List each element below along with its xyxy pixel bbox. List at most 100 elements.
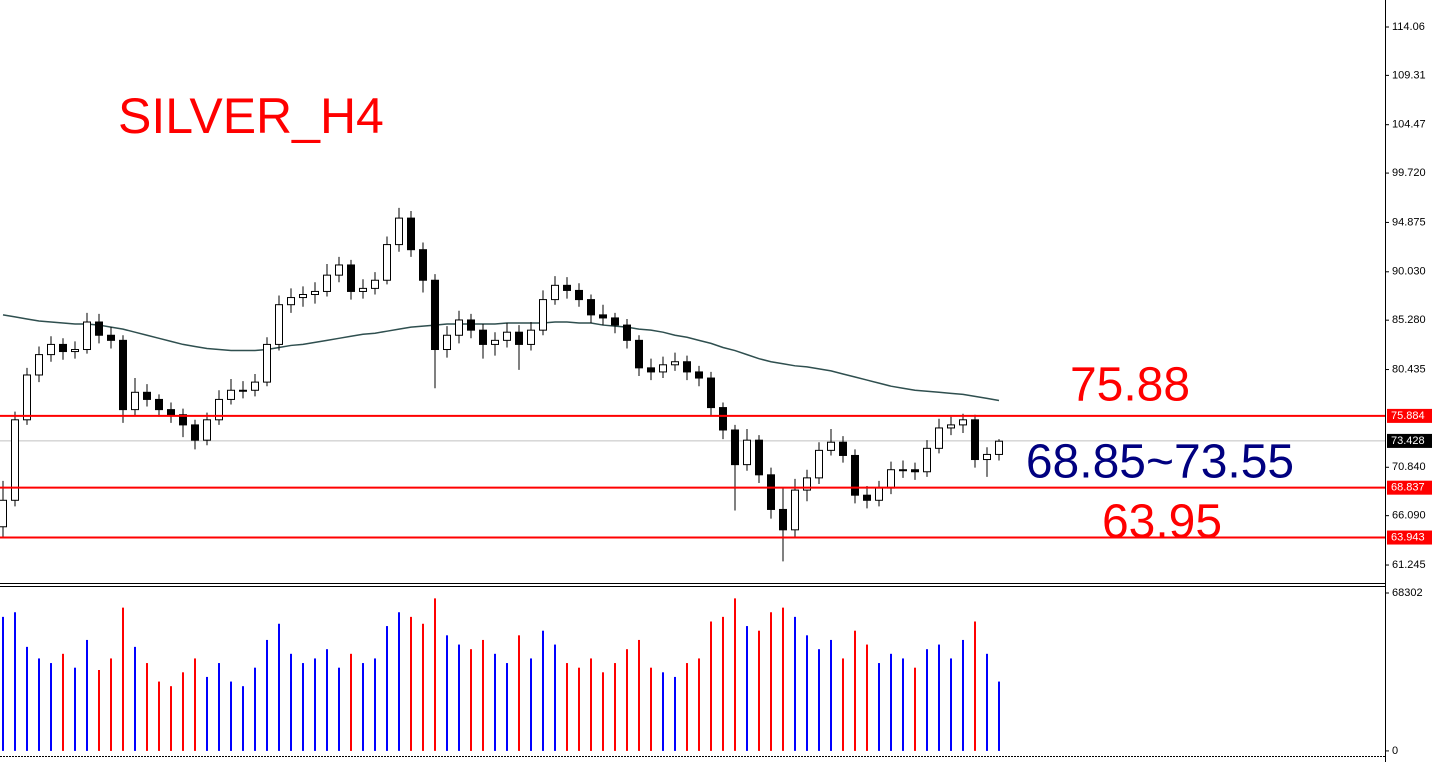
candle-body (683, 361, 691, 373)
candle-body (779, 508, 787, 531)
candle-body (551, 284, 559, 301)
candle-body (215, 398, 223, 421)
candle-body (203, 419, 211, 441)
level-price-box (1387, 408, 1432, 423)
candle-body (527, 329, 535, 345)
candle-body (515, 331, 523, 345)
candle-body (935, 427, 943, 449)
candle-body (479, 329, 487, 345)
candle-body (131, 391, 139, 411)
candle-body (995, 440, 1003, 455)
candle-body (95, 321, 103, 336)
candle-body (851, 454, 859, 496)
candle-body (119, 339, 127, 411)
candle-body (311, 290, 319, 296)
candle-body (251, 381, 259, 391)
y-tick-label: 90.030 (1392, 266, 1426, 278)
candle-body (263, 343, 271, 383)
candle-body (491, 339, 499, 345)
candle-body (299, 294, 307, 299)
candle-body (611, 317, 619, 326)
y-tick-label: 99.720 (1392, 167, 1426, 179)
candle-body (47, 343, 55, 356)
candle-body (815, 449, 823, 479)
moving-average (2, 314, 1000, 402)
candle-body (155, 398, 163, 411)
level-price-box (1387, 530, 1432, 545)
candle-body (347, 264, 355, 292)
candle-body (767, 474, 775, 510)
candle-body (431, 279, 439, 351)
current-price-box (1387, 433, 1432, 448)
candle-body (323, 274, 331, 292)
candle-body (563, 284, 571, 291)
candle-body (35, 354, 43, 376)
candle-body (395, 217, 403, 246)
level-price-label: 75.884 (1391, 410, 1425, 422)
candle-body (275, 304, 283, 345)
candle-body (647, 367, 655, 373)
candle-body (467, 319, 475, 331)
y-tick-label: 80.435 (1392, 363, 1426, 375)
candle-body (167, 409, 175, 416)
y-tick-label: 94.875 (1392, 216, 1426, 228)
candle-body (971, 419, 979, 461)
candle-body (23, 374, 31, 421)
y-tick-label: 85.280 (1392, 314, 1426, 326)
candle-body (947, 424, 955, 429)
candle-body (59, 343, 67, 353)
candle-body (659, 364, 667, 373)
candle-body (239, 389, 247, 392)
y-tick-label: 70.840 (1392, 461, 1426, 473)
level-price-box (1387, 480, 1432, 495)
candle-body (539, 299, 547, 331)
y-tick-label: 109.31 (1392, 69, 1426, 81)
candle-body (827, 441, 835, 451)
y-tick-label: 114.06 (1392, 21, 1425, 33)
candle-body (503, 331, 511, 341)
candle-body (71, 349, 79, 353)
candle-body (0, 499, 7, 528)
candle-body (635, 339, 643, 369)
candle-body (107, 334, 115, 341)
candle-body (287, 297, 295, 306)
candle-body (599, 314, 607, 319)
candle-body (443, 334, 451, 351)
candle-body (803, 477, 811, 491)
candle-body (911, 469, 919, 473)
candle-body (875, 487, 883, 501)
candle-body (863, 494, 871, 501)
candle-body (707, 377, 715, 409)
candle-body (695, 371, 703, 379)
candle-body (83, 321, 91, 351)
candle-body (419, 249, 427, 281)
candle-body (371, 279, 379, 289)
candle-body (179, 414, 187, 426)
candle-body (887, 469, 895, 489)
level-price-label: 63.943 (1391, 531, 1425, 543)
annotation: 75.88 (1070, 359, 1190, 412)
candle-body (383, 244, 391, 281)
chart-title: SILVER_H4 (118, 88, 384, 144)
candle-body (359, 287, 367, 292)
candle-body (143, 391, 151, 400)
candle-body (575, 289, 583, 301)
candle-body (671, 361, 679, 366)
candle-body (335, 264, 343, 276)
current-price-label: 73.428 (1391, 435, 1425, 447)
candle-body (455, 319, 463, 336)
volume-tick-label: 0 (1392, 745, 1398, 757)
annotation: 68.85~73.55 (1026, 436, 1294, 489)
candle-body (791, 489, 799, 531)
candle-body (11, 419, 19, 501)
y-tick-label: 61.245 (1392, 559, 1426, 571)
candle-body (587, 299, 595, 316)
candle-body (755, 439, 763, 476)
candle-body (959, 419, 967, 426)
candle-body (839, 441, 847, 456)
candle-body (407, 217, 415, 251)
candle-body (743, 439, 751, 466)
candle-body (899, 469, 907, 472)
